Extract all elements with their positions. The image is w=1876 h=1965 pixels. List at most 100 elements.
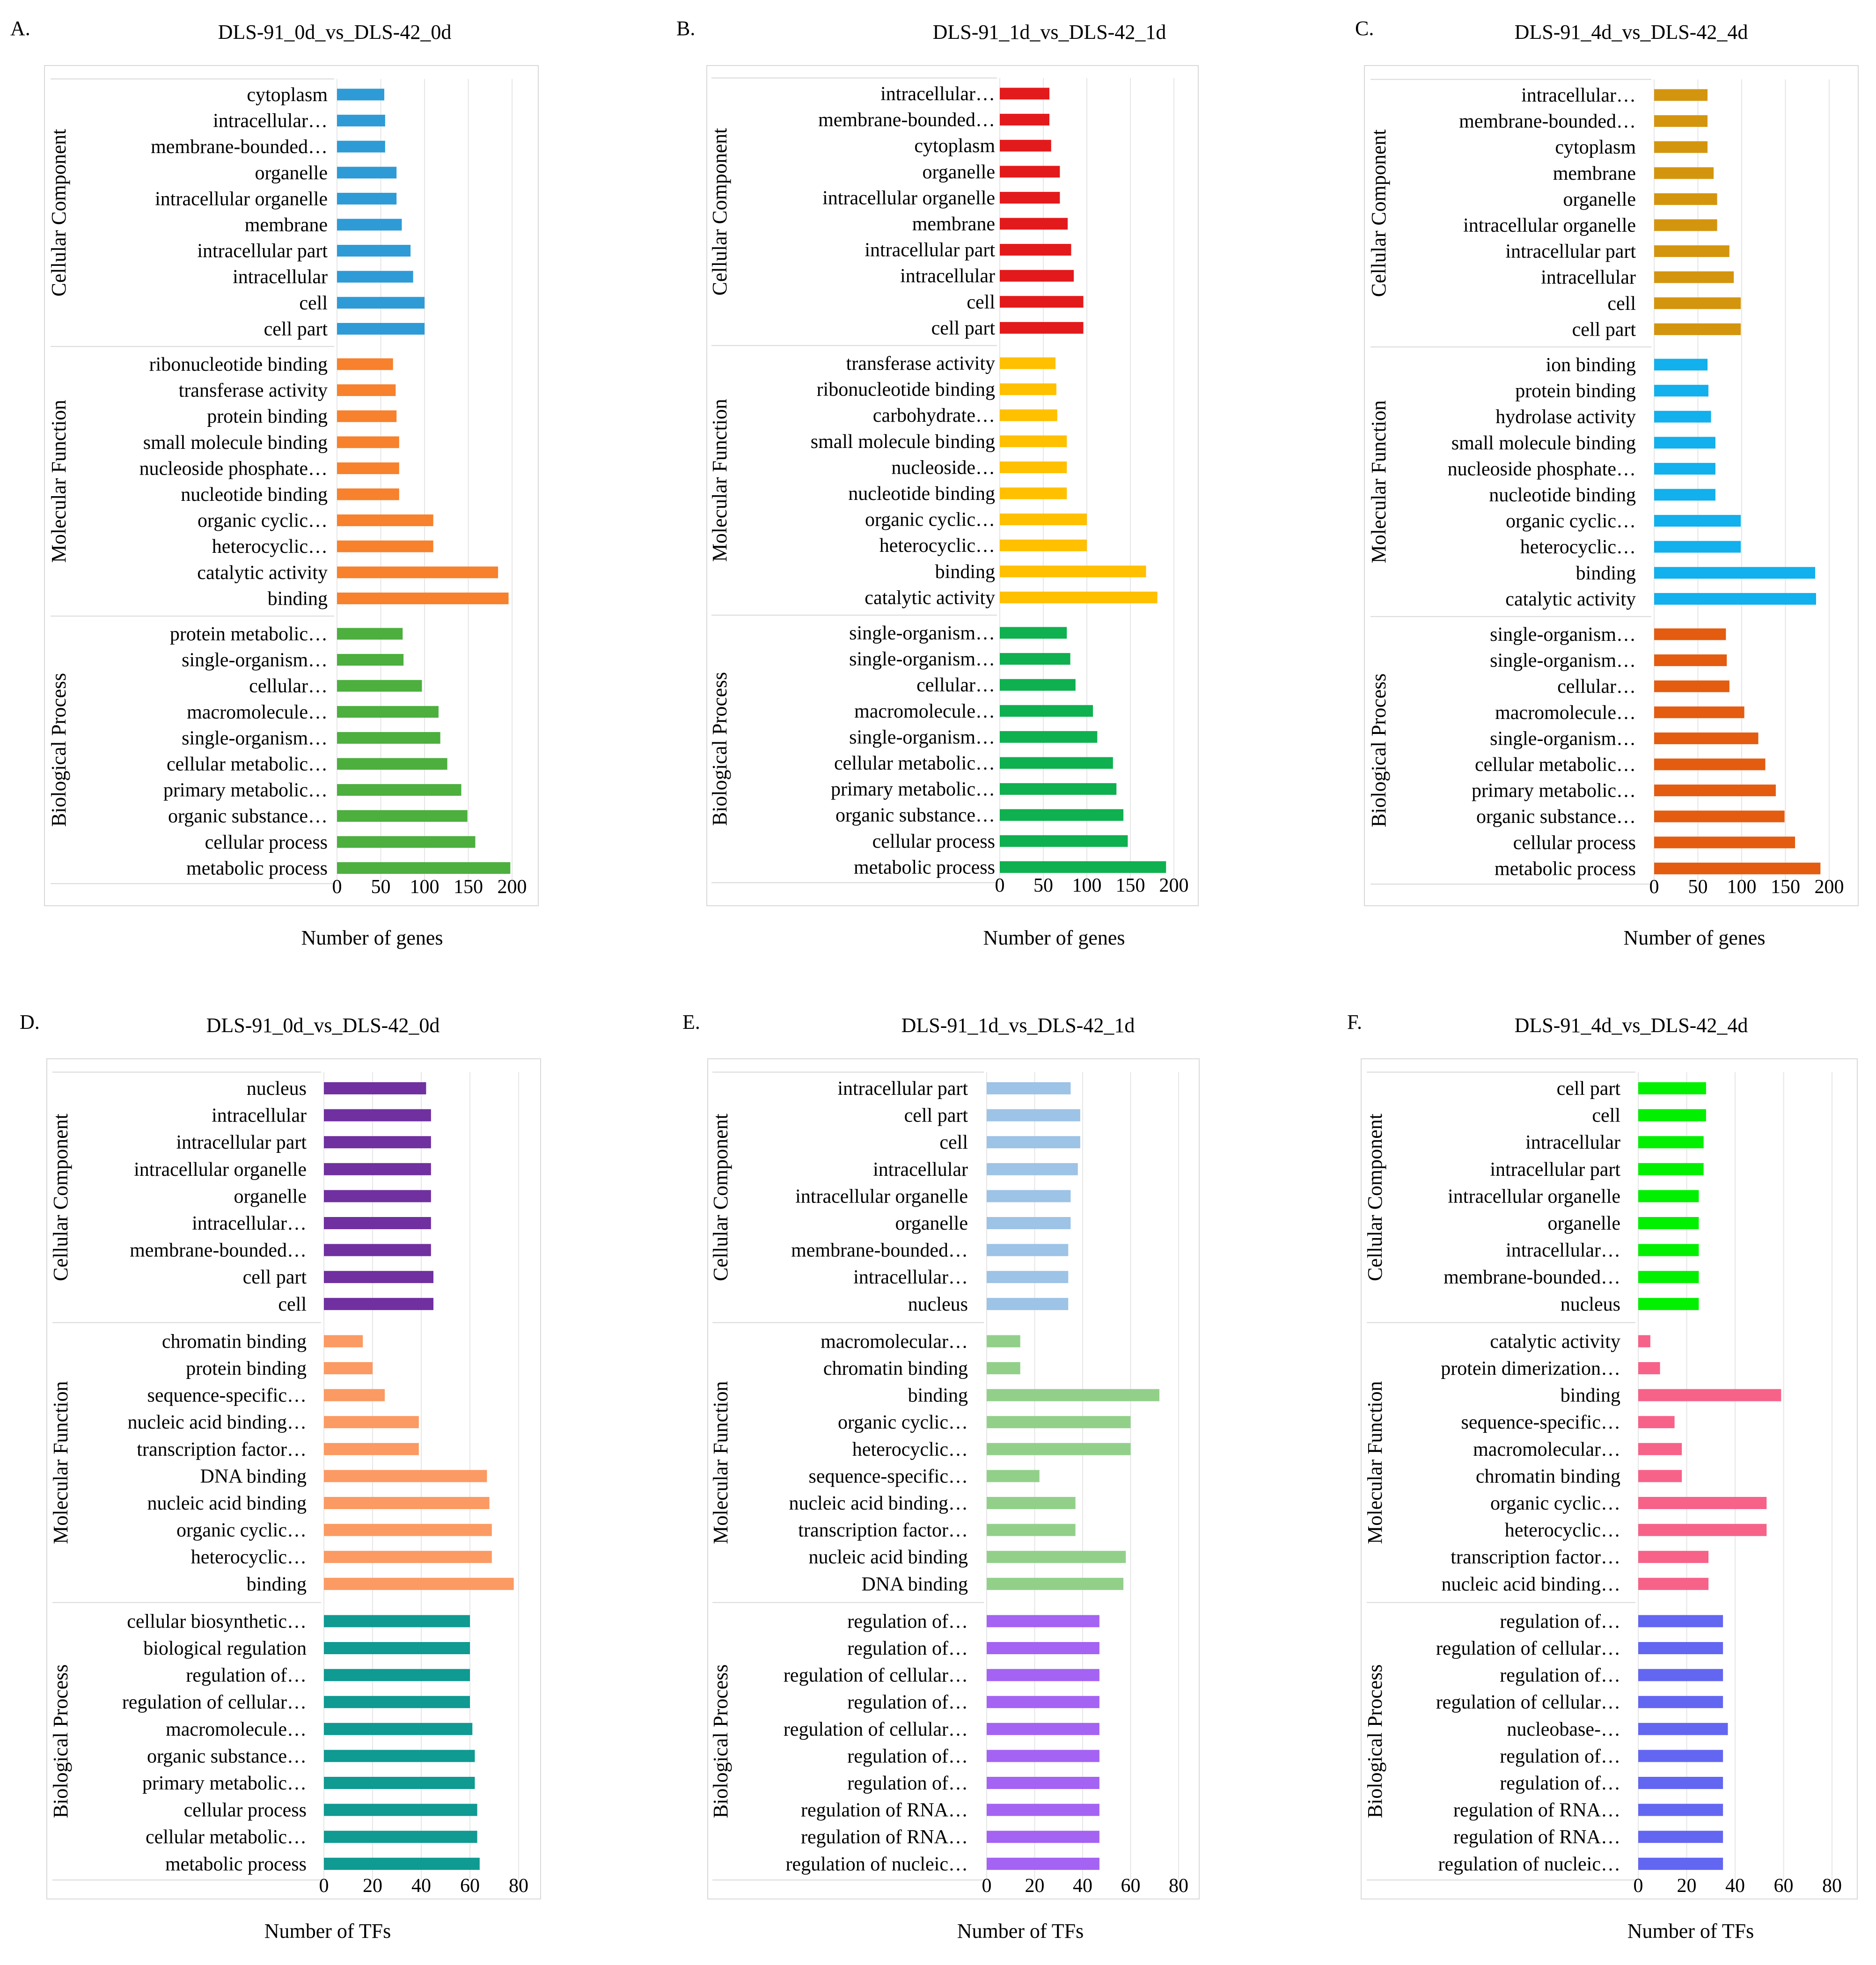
bar: [337, 462, 399, 474]
x-axis-title: Number of TFs: [264, 1920, 391, 1943]
category-label: transferase activity: [179, 380, 328, 402]
category-label: intracellular organelle: [1463, 215, 1636, 236]
category-label: single-organism…: [1490, 650, 1636, 672]
panel-letter: C.: [1355, 17, 1374, 40]
category-label: nucleus: [908, 1294, 968, 1315]
category-label: binding: [247, 1574, 307, 1595]
bar: [324, 1777, 475, 1789]
chart-title: DLS-91_0d_vs_DLS-42_0d: [206, 1014, 440, 1037]
category-label: membrane-bounded…: [818, 110, 995, 131]
category-label: macromolecule…: [854, 701, 995, 722]
category-label: intracellular part: [1490, 1159, 1620, 1180]
bar: [337, 628, 403, 640]
bar: [324, 1136, 431, 1149]
category-label: regulation of…: [847, 1692, 968, 1713]
x-tick-label: 0: [1649, 876, 1659, 898]
category-label: metabolic process: [854, 857, 995, 878]
bar: [987, 1615, 1099, 1628]
group-label: Cellular Component: [1363, 1114, 1386, 1281]
bar: [324, 1244, 431, 1256]
chart-title: DLS-91_0d_vs_DLS-42_0d: [218, 21, 452, 44]
bar: [324, 1642, 470, 1654]
chart-panel-4: D. DLS-91_0d_vs_DLS-42_0d Cellular Compone…: [20, 1011, 541, 1943]
bar: [1000, 705, 1093, 717]
chart-title: DLS-91_1d_vs_DLS-42_1d: [901, 1014, 1135, 1037]
bar: [337, 732, 440, 744]
category-label: membrane: [912, 213, 995, 235]
bar: [987, 1470, 1040, 1482]
category-label: regulation of…: [847, 1773, 968, 1794]
bar: [1654, 541, 1741, 553]
category-label: sequence-specific…: [147, 1385, 307, 1407]
bar: [1000, 244, 1071, 256]
x-tick-label: 0: [982, 1875, 992, 1897]
category-label: macromolecule…: [166, 1719, 307, 1740]
category-label: membrane-bounded…: [1444, 1267, 1620, 1288]
bar: [1654, 862, 1821, 874]
bar: [1638, 1777, 1723, 1789]
x-tick-label: 200: [1815, 876, 1844, 898]
bar: [324, 1524, 492, 1536]
bar: [987, 1416, 1131, 1429]
bar: [337, 784, 462, 796]
chart-frame: [706, 65, 1199, 906]
bar: [324, 1389, 385, 1401]
bar: [1000, 218, 1068, 230]
bar: [324, 1335, 363, 1348]
bar: [337, 297, 425, 309]
category-label: intracellular organelle: [1448, 1186, 1620, 1207]
bar: [337, 192, 397, 205]
bar: [1638, 1497, 1767, 1509]
bar: [987, 1857, 1099, 1870]
bar: [337, 758, 447, 770]
bar: [337, 323, 425, 335]
group-label: Biological Process: [47, 673, 70, 827]
category-label: cell: [278, 1294, 307, 1315]
bar: [987, 1217, 1071, 1229]
chart-title: DLS-91_4d_vs_DLS-42_4d: [1515, 21, 1748, 44]
chart-frame: [44, 65, 539, 906]
category-label: regulation of cellular…: [784, 1719, 968, 1740]
category-label: sequence-specific…: [1461, 1412, 1621, 1433]
group-label: Molecular Function: [1367, 400, 1390, 563]
bar: [337, 706, 439, 718]
category-label: organic substance…: [168, 806, 328, 827]
category-label: nucleoside…: [891, 457, 995, 478]
bar: [324, 1217, 431, 1229]
category-label: sequence-specific…: [809, 1466, 968, 1487]
x-tick-label: 40: [1073, 1875, 1092, 1897]
x-tick-label: 60: [1121, 1875, 1141, 1897]
category-label: nucleic acid binding: [808, 1547, 968, 1568]
category-label: primary metabolic…: [831, 779, 995, 800]
category-label: intracellular…: [192, 1213, 307, 1234]
bar: [1654, 385, 1708, 397]
category-label: organic cyclic…: [198, 510, 328, 532]
category-label: binding: [1561, 1385, 1620, 1407]
bar: [324, 1551, 492, 1563]
bar: [1638, 1669, 1723, 1681]
x-tick-label: 100: [1072, 875, 1102, 896]
chart-panel-2: B. DLS-91_1d_vs_DLS-42_1d Cellular Compone…: [676, 17, 1199, 949]
bar: [987, 1244, 1069, 1256]
bar: [1638, 1244, 1699, 1256]
bar: [987, 1109, 1080, 1122]
bar: [1000, 591, 1158, 603]
bar: [324, 1831, 477, 1843]
x-tick-label: 60: [460, 1875, 480, 1897]
bar: [1000, 166, 1060, 178]
x-tick-label: 40: [411, 1875, 431, 1897]
chart-title: DLS-91_1d_vs_DLS-42_1d: [933, 21, 1166, 44]
group-label: Molecular Function: [1363, 1381, 1386, 1544]
bar: [1638, 1696, 1723, 1708]
category-label: intracellular…: [213, 110, 328, 132]
category-label: metabolic process: [186, 858, 328, 879]
bar: [987, 1389, 1159, 1401]
category-label: regulation of…: [1500, 1745, 1620, 1767]
category-label: regulation of…: [847, 1611, 968, 1632]
panel-letter: F.: [1347, 1011, 1362, 1034]
category-label: cytoplasm: [914, 135, 995, 157]
bar: [1654, 297, 1741, 309]
bar: [1000, 435, 1067, 447]
bar: [1638, 1136, 1704, 1149]
chart-frame: [1364, 65, 1859, 906]
